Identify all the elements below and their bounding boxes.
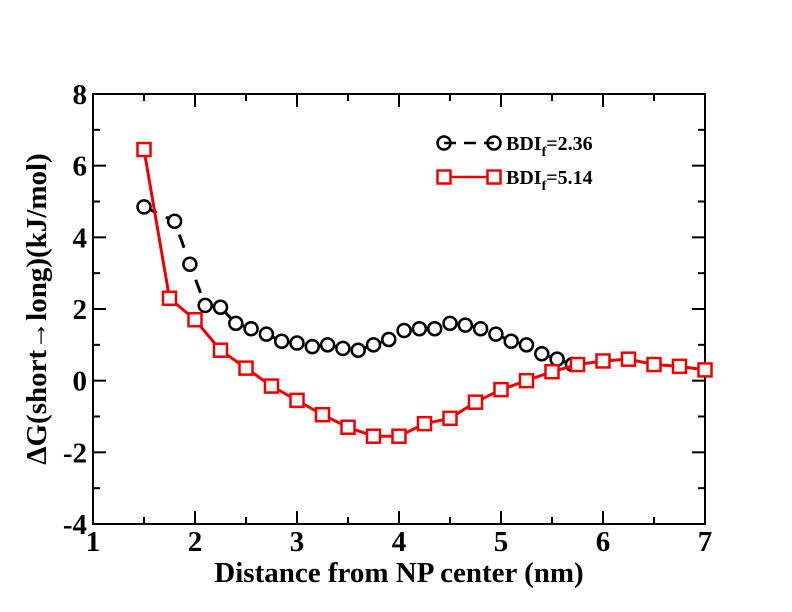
y-tick-label: -2 [63, 437, 87, 469]
data-point [620, 351, 637, 367]
axis-ticks: 1 2 3 4 5 6 7 -4 -2 0 2 4 6 8 [63, 79, 712, 558]
data-point [534, 346, 550, 362]
data-point [335, 340, 351, 357]
x-tick-label: 6 [596, 526, 611, 558]
legend-label-2-tail: =5.14 [546, 167, 592, 189]
data-point [457, 317, 474, 333]
y-tick-label: 8 [73, 79, 88, 111]
data-point [426, 320, 443, 337]
data-point [273, 333, 290, 349]
data-point [289, 335, 305, 351]
data-point [197, 297, 213, 314]
data-point [544, 363, 560, 380]
series-line-2 [142, 149, 706, 438]
data-point [258, 326, 275, 342]
data-point [488, 326, 504, 342]
data-point [263, 378, 280, 394]
data-point [467, 394, 484, 410]
x-axis-title: Distance from NP center (nm) [214, 557, 583, 589]
data-point [187, 312, 203, 328]
legend-label-2-main: BDI [506, 167, 542, 189]
data-point [518, 372, 535, 389]
series-1 [136, 199, 581, 373]
data-point [340, 419, 356, 435]
data-point [228, 315, 244, 332]
data-point [493, 381, 509, 398]
series-layer [136, 141, 713, 444]
legend-label-2: BDIf=5.14 [506, 167, 593, 194]
data-point [136, 199, 152, 215]
data-point [381, 331, 397, 348]
data-point [238, 360, 254, 376]
data-point [161, 290, 178, 306]
y-tick-label: 4 [73, 222, 88, 254]
data-point [365, 337, 382, 353]
legend-label-1-tail: =2.36 [546, 133, 592, 155]
plot-frame [92, 93, 706, 525]
data-point [646, 356, 662, 373]
x-tick-label: 2 [188, 526, 203, 558]
x-tick-label: 1 [86, 526, 101, 558]
legend-marker-2 [436, 169, 452, 185]
y-tick-label: -4 [63, 509, 87, 541]
legend-label-1-main: BDI [506, 133, 542, 155]
data-point [503, 333, 519, 349]
y-tick-label: 6 [73, 151, 88, 183]
legend-marker-1b [486, 135, 502, 151]
y-tick-label: 2 [73, 294, 88, 326]
data-point [442, 410, 458, 427]
legend-label-1: BDIf=2.36 [506, 133, 593, 160]
data-point [472, 320, 489, 337]
data-point [304, 338, 321, 355]
data-point [243, 320, 259, 337]
data-point [365, 428, 382, 444]
data-point [549, 351, 565, 367]
x-tick-label: 7 [698, 526, 713, 558]
data-point [166, 213, 183, 229]
data-point [182, 256, 198, 272]
x-tick-label: 5 [494, 526, 509, 558]
data-point [136, 141, 152, 158]
data-point [595, 353, 611, 369]
data-point [212, 299, 229, 315]
legend-label-1-sub: f [542, 145, 547, 160]
data-point [314, 406, 331, 423]
data-point [289, 392, 305, 409]
data-point [671, 358, 688, 375]
legend: BDIf=2.36 BDIf=5.14 [436, 133, 593, 194]
x-tick-label: 4 [392, 526, 407, 558]
data-point [442, 315, 458, 332]
legend-label-2-sub: f [542, 179, 547, 194]
data-point [212, 342, 229, 358]
data-point [319, 337, 336, 353]
data-point [391, 428, 407, 444]
y-tick-label: 0 [73, 366, 88, 398]
legend-marker-2b [486, 169, 502, 185]
y-axis-title: ΔG(short→long)(kJ/mol) [21, 153, 53, 464]
data-point [396, 322, 412, 339]
legend-entry-2: BDIf=5.14 [436, 167, 593, 194]
data-point [416, 415, 433, 432]
data-point [411, 320, 428, 337]
series-line-1 [143, 205, 573, 366]
series-2 [136, 141, 713, 444]
legend-entry-1: BDIf=2.36 [436, 133, 593, 160]
data-point [518, 337, 535, 353]
data-point [350, 342, 366, 358]
data-point [697, 362, 713, 378]
data-point [569, 356, 586, 373]
x-tick-label: 3 [290, 526, 305, 558]
legend-marker-1 [436, 135, 452, 151]
